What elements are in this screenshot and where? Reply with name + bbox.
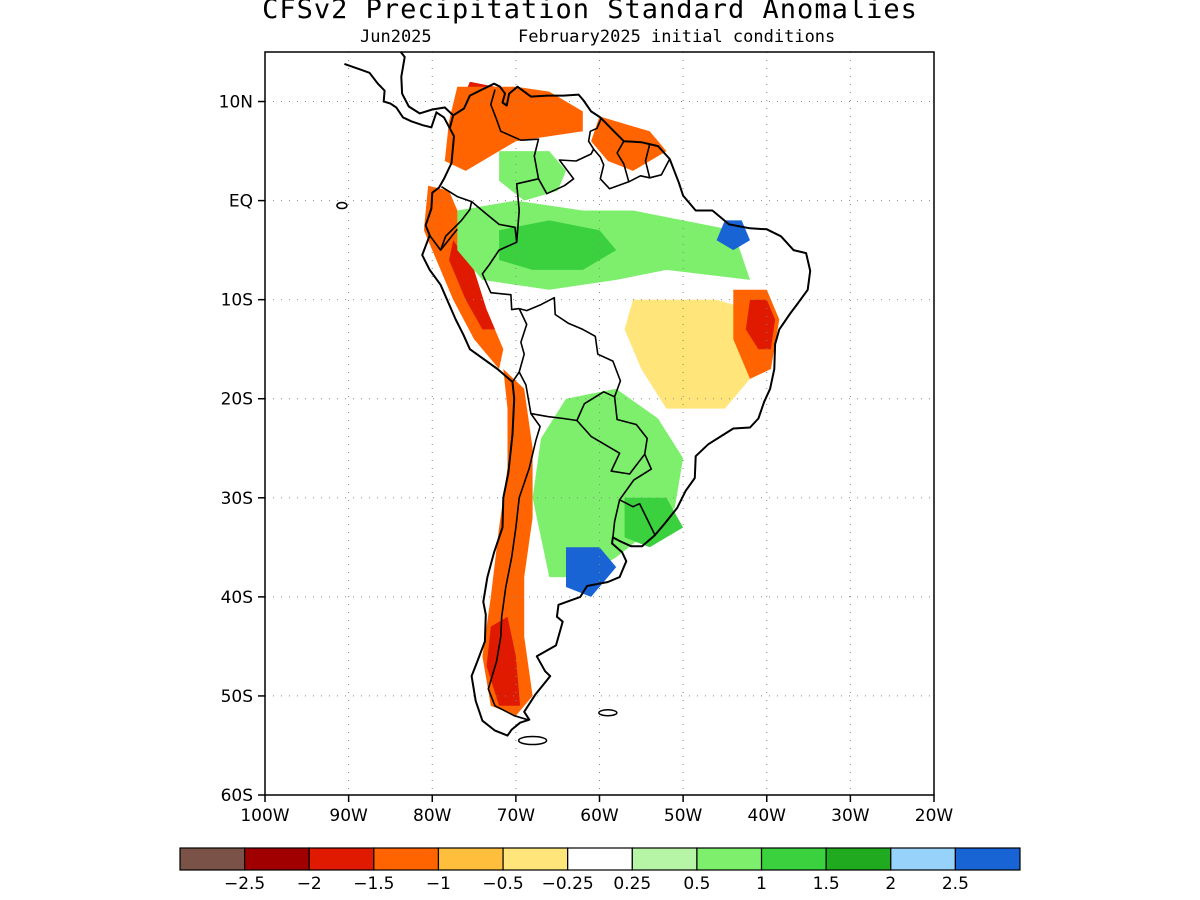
country-border <box>537 118 602 195</box>
south-america-coastline <box>421 82 812 737</box>
colorbar-label: 1.5 <box>813 874 840 894</box>
colorbar-label: −1 <box>426 874 451 894</box>
lon-tick-label: 70W <box>497 806 536 826</box>
colorbar-swatch <box>244 847 310 871</box>
anomaly-bahia-red <box>745 299 776 350</box>
country-border <box>511 308 528 383</box>
colorbar-swatch <box>760 847 827 871</box>
lon-tick-label: 30W <box>831 806 870 826</box>
anomaly-uruguay-green <box>624 497 684 548</box>
lat-tick-label: 10N <box>219 93 253 113</box>
colorbar-label: 2.5 <box>942 874 969 894</box>
colorbar-label: −1.5 <box>353 874 394 894</box>
lat-tick-label: 40S <box>221 588 253 608</box>
colorbar-swatch <box>696 847 763 871</box>
colorbar-label: 0.25 <box>613 874 651 894</box>
colorbar-label: 1 <box>756 874 767 894</box>
lat-tick-label: 50S <box>221 687 253 707</box>
anomaly-colombia-venezuela-orange <box>444 86 583 171</box>
country-border <box>649 158 671 179</box>
colorbar-label: 0.5 <box>683 874 710 894</box>
colorbar-swatch <box>179 847 246 871</box>
country-border <box>439 228 458 251</box>
colorbar-swatch <box>631 847 698 871</box>
forecast-month: Jun2025 <box>360 27 432 47</box>
lon-tick-label: 80W <box>413 806 452 826</box>
central-america-coastline <box>399 52 454 117</box>
lon-tick-label: 90W <box>329 806 368 826</box>
lat-tick-label: EQ <box>229 192 253 212</box>
colorbar-swatch <box>437 847 504 871</box>
anomaly-peru-andes-red <box>449 240 495 330</box>
colorbar-label: −2.5 <box>224 874 265 894</box>
colorbar-label: 2 <box>885 874 896 894</box>
colorbar-swatch <box>825 847 892 871</box>
colorbar-label: −0.25 <box>542 874 594 894</box>
lon-tick-label: 20W <box>915 806 954 826</box>
island-outline <box>336 201 348 210</box>
lon-tick-label: 50W <box>664 806 703 826</box>
anomaly-western-amazon-darkgreen <box>499 220 617 270</box>
lon-tick-label: 40W <box>748 806 787 826</box>
country-border <box>576 396 649 475</box>
anomaly-maranhao-blue <box>716 220 750 251</box>
colorbar-swatch <box>308 847 375 871</box>
lon-tick-label: 100W <box>240 806 289 826</box>
colorbar-swatch <box>502 847 569 871</box>
colorbar-swatch <box>890 847 956 871</box>
map-title: CFSv2 Precipitation Standard Anomalies <box>262 0 918 25</box>
colorbar-label: −2 <box>297 874 322 894</box>
lat-tick-label: 20S <box>221 390 253 410</box>
colorbar-swatch <box>954 847 1021 871</box>
lat-tick-label: 30S <box>221 489 253 509</box>
anomaly-shading <box>423 81 780 716</box>
island-outline <box>517 735 548 746</box>
anomaly-central-brazil-yellow <box>624 299 759 409</box>
colorbar: −2.5 −2 −1.5 −1 −0.5 −0.25 0.25 0.5 1 1.5 2 2.5 <box>179 847 1021 894</box>
country-border <box>592 140 630 190</box>
country-border <box>489 89 540 243</box>
country-border <box>612 499 621 538</box>
anomaly-patagonia-red <box>486 616 521 706</box>
initial-conditions: February2025 initial conditions <box>518 27 836 47</box>
colorbar-swatch <box>567 847 633 871</box>
colorbar-swatch <box>373 847 440 871</box>
country-border <box>518 296 622 422</box>
central-america-pacific-coastline <box>344 62 451 129</box>
country-border <box>487 371 541 721</box>
lon-tick-label: 60W <box>580 806 619 826</box>
anomaly-pampas-blue <box>566 547 617 597</box>
coastlines <box>336 52 812 746</box>
anomaly-guianas-dry <box>591 116 667 171</box>
colorbar-label: −0.5 <box>482 874 523 894</box>
anomaly-llanos-green <box>499 151 566 201</box>
country-border <box>471 200 520 311</box>
island-outline <box>598 709 618 717</box>
lat-tick-label: 10S <box>221 291 253 311</box>
lat-tick-label: 60S <box>221 786 253 806</box>
